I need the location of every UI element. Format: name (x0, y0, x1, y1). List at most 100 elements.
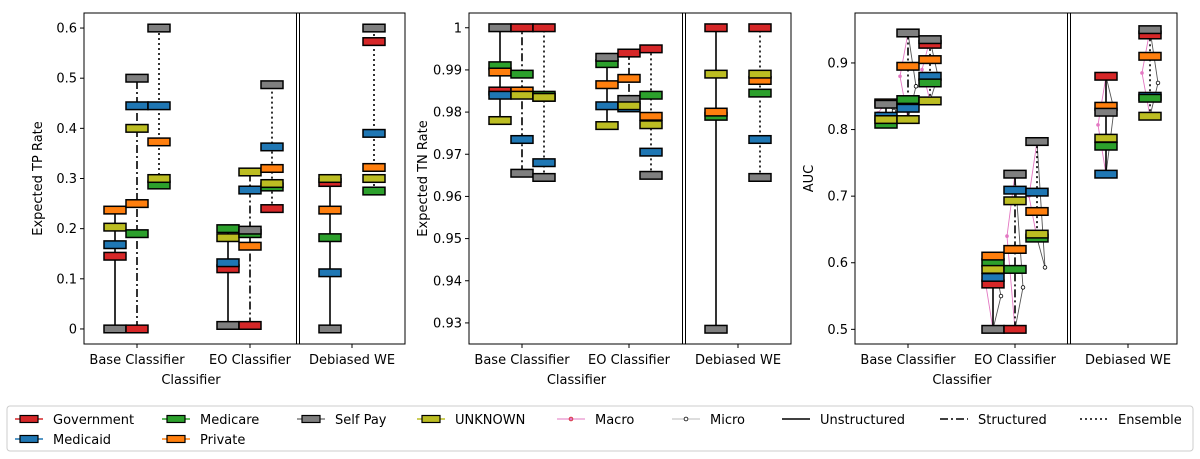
marker-government (103, 251, 127, 261)
marker-self-pay (1138, 25, 1162, 35)
legend-item: Medicaid (15, 433, 111, 448)
legend-item: Self Pay (297, 413, 387, 428)
marker-private (595, 80, 619, 90)
marker-unknown (216, 233, 240, 243)
marker-self-pay (704, 324, 728, 334)
legend-label: Self Pay (335, 413, 387, 428)
marker-unknown (318, 173, 342, 184)
micro-line (1149, 29, 1159, 117)
marker-private (318, 205, 342, 215)
y-tick-label: 0.4 (56, 122, 77, 137)
y-axis-label: Expected TP Rate (31, 121, 46, 236)
y-tick-label: 0.6 (56, 22, 77, 37)
marker-self-pay (918, 35, 942, 45)
marker-private (488, 67, 512, 77)
marker-medicare (639, 90, 663, 100)
marker-private (238, 241, 262, 251)
legend-swatch (301, 414, 321, 424)
marker-medicaid (147, 101, 171, 111)
marker-government (639, 44, 663, 54)
marker-private (1138, 51, 1162, 61)
marker-self-pay (260, 80, 284, 90)
legend-swatch (166, 434, 186, 444)
marker-unknown (1138, 111, 1162, 121)
marker-unknown (510, 90, 534, 100)
marker-medicaid (216, 258, 240, 268)
marker-unknown (238, 167, 262, 177)
marker-unknown (981, 264, 1005, 274)
marker-medicaid (639, 147, 663, 157)
marker-private (639, 111, 663, 121)
macro-point (920, 67, 924, 72)
plot-frame (854, 12, 1178, 345)
marker-medicare (125, 229, 149, 239)
legend-label: Ensemble (1118, 413, 1182, 428)
x-tick-label: Base Classifier (474, 353, 570, 368)
y-tick-label: 0.3 (56, 172, 77, 187)
marker-self-pay (896, 28, 920, 38)
plot-frame (468, 12, 792, 345)
marker-private (1003, 244, 1027, 254)
marker-medicare (318, 233, 342, 243)
marker-medicaid (260, 142, 284, 152)
y-tick-label: 0.97 (433, 148, 462, 163)
chart-panel-2: 0.93 0.94 0.95 0.96 0.97 0.98 0.99 1 Base Classi… (416, 12, 792, 388)
legend-label: Micro (710, 413, 745, 428)
marker-private (260, 163, 284, 174)
marker-government (748, 23, 772, 33)
marker-private (147, 137, 171, 147)
marker-self-pay (874, 99, 898, 109)
marker-unknown (125, 123, 149, 133)
marker-medicare (216, 224, 240, 234)
legend: Government Medicaid Medicare Private Self Pa… (6, 405, 1194, 452)
marker-medicare (748, 88, 772, 98)
x-axis-label: Classifier (547, 373, 607, 388)
y-tick-label: 0.8 (827, 123, 848, 138)
x-tick-label: Base Classifier (860, 353, 956, 368)
micro-line (1036, 141, 1046, 268)
plot-frame (83, 12, 406, 345)
legend-item: Micro (672, 413, 745, 428)
micro-point (913, 84, 919, 89)
macro-point (898, 74, 902, 79)
marker-private (704, 107, 728, 117)
marker-medicaid (125, 101, 149, 111)
y-tick-label: 0 (69, 322, 77, 337)
marker-unknown (260, 178, 284, 189)
marker-unknown (532, 92, 556, 102)
marker-unknown (1003, 196, 1027, 206)
x-tick-label: Debiased WE (695, 353, 781, 368)
marker-self-pay (147, 23, 171, 33)
marker-self-pay (1003, 169, 1027, 179)
marker-private (918, 55, 942, 65)
marker-self-pay (103, 324, 127, 334)
marker-government (362, 37, 386, 47)
marker-self-pay (1025, 136, 1049, 147)
marker-self-pay (125, 73, 149, 83)
marker-self-pay (639, 170, 663, 180)
y-tick-label: 0.1 (56, 272, 77, 287)
legend-label: Unstructured (820, 413, 905, 428)
marker-government (260, 204, 284, 214)
chart-panel-1: 0 0.1 0.2 0.3 0.4 0.5 0.6 Base Classifier EO Cla… (31, 12, 406, 388)
marker-medicaid (1025, 187, 1049, 197)
legend-item: UNKNOWN (417, 413, 525, 428)
legend-swatch-point (683, 416, 689, 422)
marker-unknown (147, 173, 171, 184)
marker-medicare (918, 78, 942, 88)
marker-self-pay (238, 225, 262, 235)
y-tick-label: 0.5 (827, 323, 848, 338)
marker-medicaid (1003, 185, 1027, 195)
y-axis-label: Expected TN Rate (416, 120, 431, 236)
legend-label: Medicare (200, 413, 259, 428)
marker-private (617, 73, 641, 83)
y-tick-label: 0.95 (433, 232, 462, 247)
legend-swatch (19, 414, 39, 424)
marker-unknown (617, 101, 641, 111)
micro-point (1042, 265, 1048, 270)
marker-unknown (896, 115, 920, 125)
marker-medicaid (896, 103, 920, 113)
y-tick-label: 0.98 (433, 106, 462, 121)
legend-label: Government (53, 413, 134, 428)
